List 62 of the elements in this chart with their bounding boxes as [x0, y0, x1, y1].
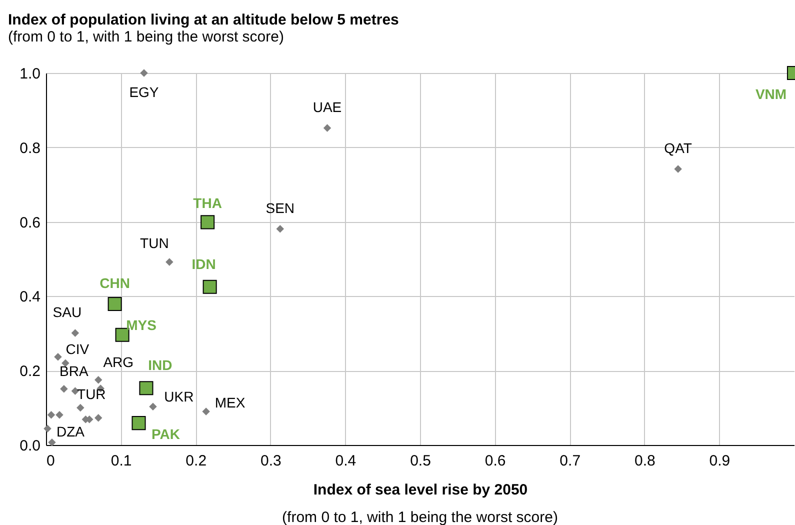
annotation: THA — [193, 195, 222, 212]
annotation: TUR — [77, 386, 106, 402]
annotation: MEX — [214, 394, 246, 411]
point — [202, 408, 210, 416]
annotation: VNM — [755, 86, 787, 102]
annotation: DZA — [56, 424, 86, 440]
point — [47, 410, 56, 419]
annotation: PAK — [151, 426, 180, 442]
y-tick-label: 0.2 — [20, 363, 40, 380]
annotation: SAU — [52, 304, 82, 320]
point — [108, 296, 122, 312]
annotation: IND — [148, 357, 172, 374]
annotation: UKR — [164, 388, 194, 405]
x-axis-title: Index of sea level rise by 2050 — [313, 482, 528, 498]
point — [132, 416, 146, 430]
y-tick-label: 0.8 — [20, 140, 40, 157]
point — [166, 258, 174, 266]
y-tick-label: 0.0 — [20, 438, 40, 454]
annotation: UAE — [312, 99, 342, 116]
point — [323, 124, 332, 132]
annotation: SEN — [266, 200, 295, 216]
annotation: IDN — [192, 256, 216, 272]
text: (from 0 to 1, with 1 being the worst score) — [282, 509, 558, 525]
point — [149, 402, 157, 411]
x-tick-label: 0.9 — [709, 452, 730, 470]
point — [674, 165, 682, 173]
point — [76, 404, 84, 412]
x-tick-label: 0.4 — [335, 452, 356, 470]
point — [56, 410, 64, 419]
point — [94, 414, 102, 422]
x-tick-label: 0.6 — [484, 452, 506, 470]
point — [276, 224, 284, 233]
x-tick-label: 0.2 — [186, 452, 207, 470]
point — [202, 280, 217, 294]
annotation: TUN — [140, 234, 169, 251]
chart-subtitle: (from 0 to 1, with 1 being the worst score) — [8, 28, 284, 46]
annotation: EGY — [129, 84, 160, 100]
annotation: BRA — [60, 362, 89, 379]
point — [44, 424, 52, 433]
x-tick-label: 0.3 — [260, 452, 282, 470]
annotation: CHN — [100, 275, 130, 292]
point — [54, 352, 62, 361]
chart-title: Index of population living at an altitude below 5 metres — [8, 11, 399, 28]
point — [94, 376, 102, 384]
point — [140, 69, 148, 77]
point — [71, 329, 80, 337]
annotation: ARG — [103, 354, 134, 370]
point — [48, 438, 56, 446]
y-tick-label: 0.4 — [20, 288, 40, 306]
x-tick-label: 0.8 — [634, 452, 656, 470]
y-tick-label: 1.0 — [20, 66, 40, 82]
annotation: QAT — [664, 140, 692, 156]
y-tick-label: 0.6 — [20, 214, 40, 232]
x-tick-label: 0.7 — [560, 452, 581, 470]
point — [139, 381, 154, 396]
point — [200, 215, 215, 230]
point — [60, 384, 68, 393]
annotation: MYS — [126, 316, 156, 333]
annotation: CIV — [66, 341, 90, 358]
x-tick-label: 0.5 — [410, 452, 431, 470]
x-tick-label: 0.1 — [110, 452, 132, 470]
x-tick-label: 0 — [46, 452, 55, 470]
